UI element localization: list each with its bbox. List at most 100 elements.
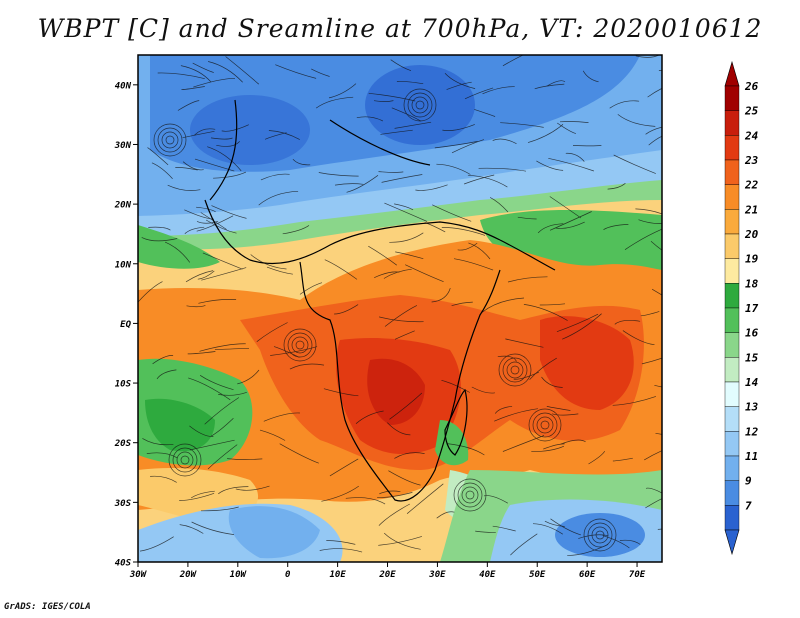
- coastlines: [204, 99, 556, 502]
- colorbar-bottom-cap: [724, 529, 740, 556]
- streamline: [368, 245, 398, 266]
- streamline: [139, 536, 174, 552]
- lat-tick-label: 40N: [115, 81, 132, 91]
- streamline: [390, 59, 412, 72]
- streamline: [197, 270, 215, 280]
- streamline: [394, 203, 414, 211]
- streamline: [645, 498, 662, 509]
- streamline: [387, 422, 411, 436]
- colorbar-label: 24: [744, 129, 759, 142]
- streamline: [380, 129, 413, 135]
- streamline: [138, 281, 163, 303]
- streamline: [432, 204, 472, 222]
- streamline: [559, 121, 589, 123]
- streamline: [602, 535, 630, 549]
- streamline: [388, 470, 421, 486]
- colorbar-label: 15: [745, 351, 759, 364]
- streamline: [453, 258, 494, 271]
- lon-tick-label: 30E: [428, 570, 446, 580]
- streamline: [141, 237, 178, 242]
- colorbar-swatch: [724, 184, 740, 210]
- streamline: [446, 81, 472, 90]
- streamline: [645, 487, 662, 494]
- streamline: [613, 154, 656, 174]
- streamline: [186, 305, 206, 308]
- colorbar-label: 18: [745, 277, 759, 290]
- streamline: [467, 174, 508, 188]
- streamline: [194, 158, 235, 172]
- colorbar-label: 21: [744, 203, 758, 216]
- streamline: [384, 305, 418, 327]
- streamline: [529, 357, 557, 380]
- streamline: [378, 503, 410, 526]
- colorbar-label: 23: [744, 154, 759, 167]
- vortex-ring: [157, 127, 183, 153]
- streamline: [148, 226, 171, 231]
- vortex-ring: [291, 336, 309, 354]
- vortex-ring: [283, 328, 317, 362]
- streamline: [619, 539, 641, 545]
- wbpt-field: [138, 55, 662, 562]
- colorbar-swatch: [724, 135, 740, 161]
- colorbar-swatch: [724, 406, 740, 432]
- streamline: [645, 126, 662, 135]
- vortex-ring: [165, 135, 175, 145]
- streamlines: [138, 55, 662, 556]
- streamline: [181, 86, 205, 91]
- streamline: [434, 141, 478, 149]
- streamline: [237, 369, 260, 385]
- streamline: [196, 215, 234, 232]
- streamline: [156, 369, 177, 380]
- streamline: [147, 147, 169, 166]
- streamline: [202, 252, 243, 270]
- streamline: [500, 122, 544, 128]
- streamline: [201, 267, 247, 281]
- streamline: [463, 174, 495, 185]
- streamline: [655, 432, 662, 435]
- streamline: [609, 100, 640, 109]
- colorbar-swatch: [724, 233, 740, 259]
- streamline: [607, 183, 626, 190]
- streamline: [644, 450, 662, 461]
- colorbar-swatch: [724, 209, 740, 235]
- streamline: [282, 225, 310, 235]
- lon-tick-label: 70E: [629, 570, 646, 580]
- streamline: [259, 429, 286, 441]
- colorbar-label: 16: [745, 327, 759, 340]
- lon-tick-label: 40E: [479, 570, 496, 580]
- streamline: [436, 511, 455, 519]
- streamline: [379, 316, 424, 323]
- streamline: [464, 87, 494, 100]
- streamline: [334, 183, 364, 186]
- streamline: [494, 408, 538, 422]
- colorbar-label: 12: [745, 425, 759, 438]
- streamline: [394, 452, 425, 459]
- colorbar-label: 17: [745, 302, 759, 315]
- vortex-ring: [457, 482, 483, 508]
- colorbar: 26 25 24 23 22 21 20 19 18 17 16 15 14 13 12 11 9 7: [724, 60, 759, 556]
- lat-tick-label: 30S: [114, 499, 132, 509]
- streamline: [641, 357, 662, 365]
- lat-tick-label: 10N: [115, 260, 132, 270]
- streamline: [378, 536, 423, 546]
- vortex-ring: [465, 490, 475, 500]
- map-title: WBPT [C] and Sreamline at 700hPa, VT: 20…: [37, 14, 763, 43]
- grads-credit: GrADS: IGES/COLA: [4, 602, 91, 612]
- streamline: [635, 55, 660, 58]
- streamline: [517, 216, 537, 220]
- streamline: [216, 141, 240, 147]
- lon-tick-label: 10W: [230, 570, 248, 580]
- streamline: [235, 485, 270, 491]
- streamline: [182, 161, 204, 171]
- streamline: [446, 443, 485, 456]
- streamline: [189, 439, 235, 451]
- vortex-ring: [498, 353, 532, 387]
- vortex-ring: [295, 340, 305, 350]
- colorbar-swatch: [724, 357, 740, 383]
- streamline: [345, 497, 386, 505]
- streamline: [556, 313, 599, 333]
- streamline: [550, 518, 582, 536]
- streamline: [177, 100, 200, 111]
- streamline: [532, 523, 563, 535]
- streamline: [478, 167, 527, 172]
